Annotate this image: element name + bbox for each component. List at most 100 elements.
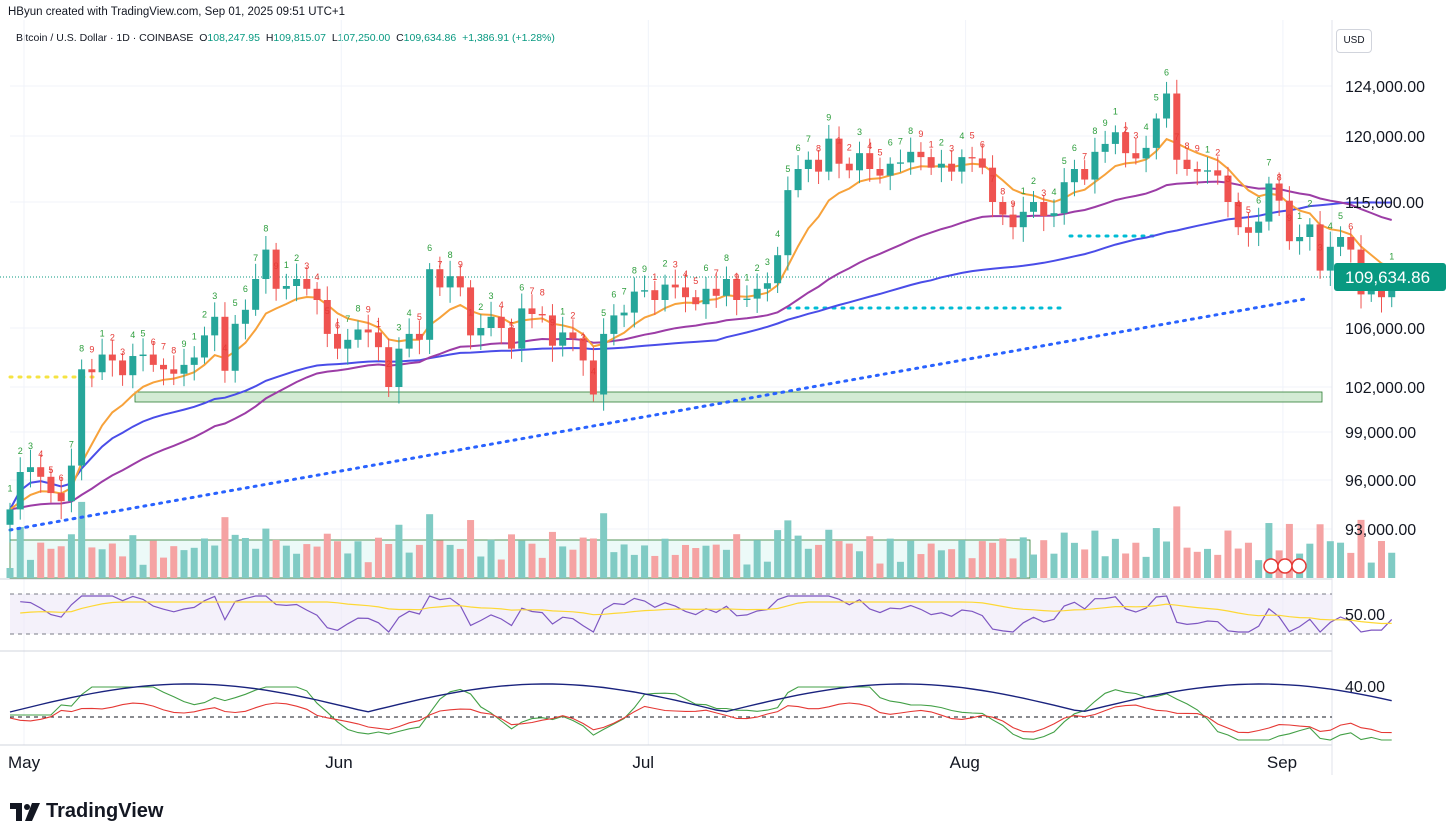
rsi-level-label: 50.00 (1345, 607, 1385, 624)
tradingview-logo-icon (10, 802, 40, 821)
td-count-label: 8 (632, 266, 637, 276)
candle-body (927, 157, 935, 168)
td-count-label: 8 (816, 144, 821, 154)
td-count-label: 6 (243, 284, 248, 294)
candle-body (313, 288, 321, 300)
price-tick-label: 120,000.00 (1345, 129, 1425, 146)
td-count-label: 7 (622, 287, 627, 297)
candle-body (385, 347, 393, 387)
volume-bar (405, 552, 413, 578)
td-count-label: 4 (1144, 122, 1149, 132)
candle-body (487, 316, 495, 328)
candle-body (774, 255, 782, 284)
td-count-label: 9 (458, 259, 463, 269)
volume-bar (313, 546, 321, 578)
volume-bar (528, 543, 536, 578)
td-count-label: 7 (161, 341, 166, 351)
td-count-label: 6 (335, 321, 340, 331)
candle-body (569, 332, 577, 339)
volume-bar (1081, 549, 1089, 578)
trendline (8, 297, 1307, 532)
td-count-label: 2 (202, 309, 207, 319)
volume-bar (845, 543, 853, 578)
td-count-label: 4 (222, 343, 227, 353)
td-count-label: 4 (683, 269, 688, 279)
td-count-label: 8 (1092, 126, 1097, 136)
volume-bar (415, 544, 423, 578)
td-count-label: 4 (130, 330, 135, 340)
volume-bar (1030, 554, 1037, 578)
candle-body (1019, 211, 1027, 228)
candle-body (415, 333, 423, 340)
currency-button[interactable]: USD (1336, 29, 1372, 53)
td-count-label: 8 (1000, 187, 1005, 197)
volume-bar (712, 544, 720, 578)
candle-body (190, 357, 198, 365)
candle-body (1265, 183, 1273, 222)
tradingview-brand[interactable]: TradingView (46, 800, 164, 822)
td-count-label: 6 (519, 282, 524, 292)
td-count-label: 7 (806, 134, 811, 144)
candle-body (1193, 169, 1201, 172)
td-count-label: 1 (1205, 144, 1210, 154)
td-count-label: 2 (18, 446, 23, 456)
volume-bar (497, 559, 505, 578)
td-count-label: 3 (949, 144, 954, 154)
td-count-label: 4 (38, 449, 43, 459)
volume-bar (190, 547, 198, 578)
candle-body (108, 354, 116, 361)
td-count-label: 4 (315, 272, 320, 282)
td-count-label: 1 (100, 329, 105, 339)
volume-bar (651, 555, 659, 578)
volume-bar (958, 540, 966, 578)
volume-bar (57, 546, 65, 578)
candle-body (866, 153, 874, 169)
candle-body (497, 316, 505, 328)
volume-bar (1337, 542, 1345, 578)
candle-body (1337, 237, 1345, 247)
td-count-label: 3 (396, 323, 401, 333)
td-count-label: 9 (642, 264, 647, 274)
td-count-label: 1 (837, 136, 842, 146)
candle-body (1326, 246, 1334, 271)
candle-body (1234, 202, 1242, 228)
volume-bar (456, 548, 464, 578)
candle-body (139, 354, 147, 357)
candle-body (1244, 227, 1252, 233)
news-icon (1263, 558, 1279, 574)
candle-body (436, 269, 444, 288)
td-count-label: 1 (1389, 252, 1394, 262)
volume-bar (1214, 554, 1222, 578)
td-count-label: 2 (110, 332, 115, 342)
candle-body (1275, 183, 1283, 201)
volume-bar (180, 550, 188, 578)
td-count-label: 3 (304, 261, 309, 271)
td-count-label: 5 (970, 130, 975, 140)
volume-bar (354, 541, 362, 578)
candle-body (293, 279, 301, 286)
symbol-name[interactable]: Bitcoin / U.S. Dollar · 1D · COINBASE (16, 32, 194, 44)
candle-body (405, 333, 413, 349)
volume-bar (518, 540, 526, 578)
volume-bar (129, 535, 137, 578)
volume-bar (661, 538, 669, 578)
volume-bar (364, 562, 372, 578)
candle-body (630, 291, 638, 313)
td-count-label: 5 (693, 276, 698, 286)
candle-body (1040, 202, 1048, 216)
candle-body (1091, 151, 1099, 180)
td-count-label: 7 (437, 259, 442, 269)
candle-body (231, 323, 239, 371)
volume-bar (559, 546, 567, 578)
candle-body (958, 157, 966, 172)
candle-body (733, 279, 741, 300)
candle-body (641, 290, 649, 292)
candle-body (1255, 221, 1263, 233)
volume-bar (866, 536, 874, 578)
candle-body (170, 369, 178, 374)
low-label: L (331, 32, 338, 44)
volume-bar (1306, 543, 1314, 578)
candle-body (743, 298, 751, 300)
candle-body (1347, 237, 1355, 250)
